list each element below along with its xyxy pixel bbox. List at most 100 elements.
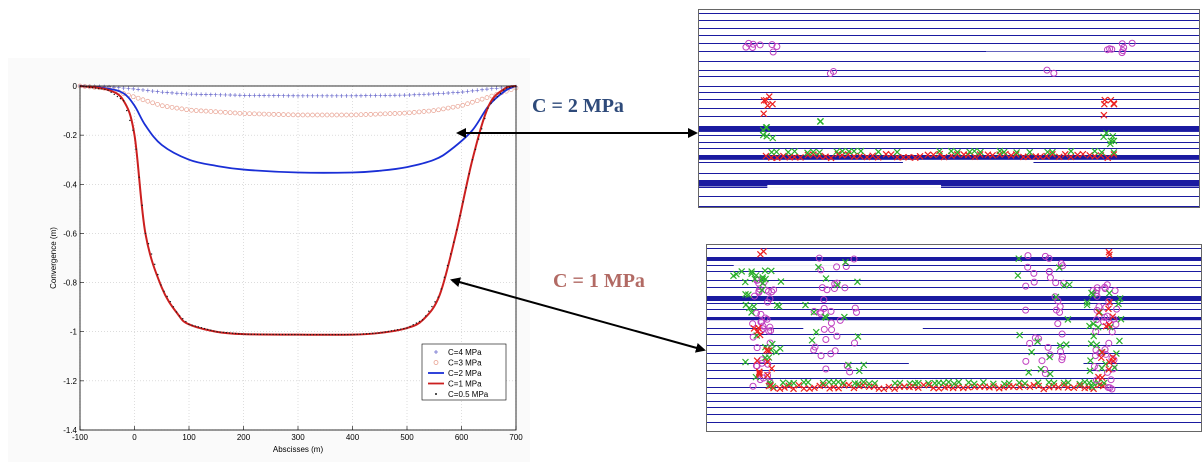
failure-marker	[779, 379, 787, 387]
y-tick-label: -0.8	[63, 279, 77, 288]
failure-marker	[1058, 330, 1066, 338]
rock-layer	[699, 180, 1199, 187]
data-point	[339, 112, 344, 118]
data-point	[160, 90, 165, 95]
series-layer	[77, 83, 519, 336]
x-tick-label: 0	[132, 433, 137, 442]
legend-entry: C=0.5 MPa	[448, 390, 489, 399]
data-point	[465, 101, 470, 107]
failure-marker	[1022, 306, 1030, 314]
failure-marker	[764, 358, 771, 366]
failure-marker	[836, 316, 844, 324]
x-tick-label: -100	[72, 433, 89, 442]
data-point	[479, 96, 485, 102]
data-point	[384, 331, 386, 333]
failure-marker	[1101, 346, 1109, 354]
failure-marker	[741, 278, 749, 286]
failure-marker	[826, 384, 834, 392]
failure-marker	[1093, 306, 1101, 314]
rock-layer	[707, 248, 1201, 249]
legend-swatch	[433, 360, 439, 365]
data-point	[150, 89, 155, 94]
failure-marker	[1116, 337, 1123, 345]
data-point	[305, 93, 310, 98]
failure-marker	[765, 347, 773, 354]
data-point	[210, 329, 212, 331]
data-point	[219, 331, 221, 333]
data-point	[382, 111, 388, 117]
data-point	[459, 215, 461, 217]
failure-marker	[1024, 252, 1032, 260]
y-tick-label: -1.4	[63, 426, 77, 435]
rock-layer	[699, 92, 1199, 93]
data-point	[227, 110, 233, 116]
simulation-c2-image	[698, 9, 1200, 210]
rock-layer	[707, 401, 1201, 402]
failure-marker	[882, 150, 890, 158]
failure-marker	[1046, 353, 1053, 361]
failure-marker	[1104, 154, 1112, 162]
failure-marker	[850, 339, 858, 347]
y-tick-label: -0.6	[63, 229, 77, 238]
data-point	[315, 112, 320, 118]
rock-layer	[699, 126, 1199, 132]
failure-marker	[753, 357, 761, 365]
failure-marker	[1044, 343, 1052, 351]
failure-marker	[916, 152, 924, 160]
data-point	[387, 330, 390, 333]
data-point	[350, 333, 352, 336]
data-point	[378, 111, 383, 117]
data-point	[121, 91, 126, 96]
data-point	[493, 99, 495, 101]
failure-marker	[1052, 293, 1060, 301]
data-point	[334, 93, 339, 98]
data-point	[322, 333, 324, 336]
data-point	[449, 253, 452, 255]
rock-layer	[699, 187, 1199, 188]
data-point	[281, 333, 284, 336]
data-point	[319, 112, 325, 118]
x-tick-label: 100	[182, 433, 196, 442]
failure-marker	[790, 385, 797, 393]
data-point	[315, 333, 318, 336]
failure-marker	[971, 153, 979, 161]
rock-layer	[699, 61, 1199, 62]
failure-marker	[800, 385, 808, 392]
data-point	[412, 324, 414, 326]
failure-marker	[754, 327, 762, 335]
failure-marker	[748, 308, 756, 316]
failure-marker	[750, 324, 758, 332]
failure-marker	[1055, 264, 1063, 271]
failure-marker	[930, 151, 937, 159]
failure-marker	[827, 350, 835, 358]
x-axis-label: Abscisses (m)	[273, 445, 324, 454]
failure-marker	[855, 367, 863, 375]
failure-marker	[1087, 357, 1094, 365]
rock-layer	[699, 51, 1199, 52]
failure-marker	[816, 148, 823, 156]
data-point	[203, 327, 206, 330]
failure-marker	[764, 371, 771, 379]
failure-marker	[1090, 320, 1097, 328]
data-point	[285, 112, 291, 118]
data-point	[141, 204, 143, 207]
rock-layer	[707, 309, 1201, 310]
failure-marker	[885, 383, 893, 391]
data-point	[122, 100, 125, 102]
failure-marker	[1105, 289, 1113, 297]
failure-marker	[990, 382, 997, 390]
failure-marker	[1107, 137, 1115, 145]
data-point	[223, 92, 228, 97]
failure-marker	[761, 314, 769, 322]
failure-marker	[860, 361, 868, 369]
failure-marker	[874, 148, 882, 156]
failure-marker	[1061, 150, 1069, 158]
data-point	[135, 148, 137, 150]
failure-marker	[745, 304, 753, 312]
failure-marker	[1105, 248, 1113, 256]
failure-marker	[1009, 383, 1017, 390]
failure-marker	[816, 118, 824, 125]
rock-layer	[699, 86, 1199, 87]
data-point	[475, 88, 480, 93]
data-point	[263, 333, 265, 336]
